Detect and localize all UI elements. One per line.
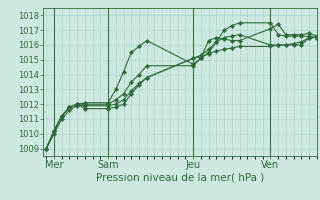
X-axis label: Pression niveau de la mer( hPa ): Pression niveau de la mer( hPa ) <box>96 173 264 183</box>
